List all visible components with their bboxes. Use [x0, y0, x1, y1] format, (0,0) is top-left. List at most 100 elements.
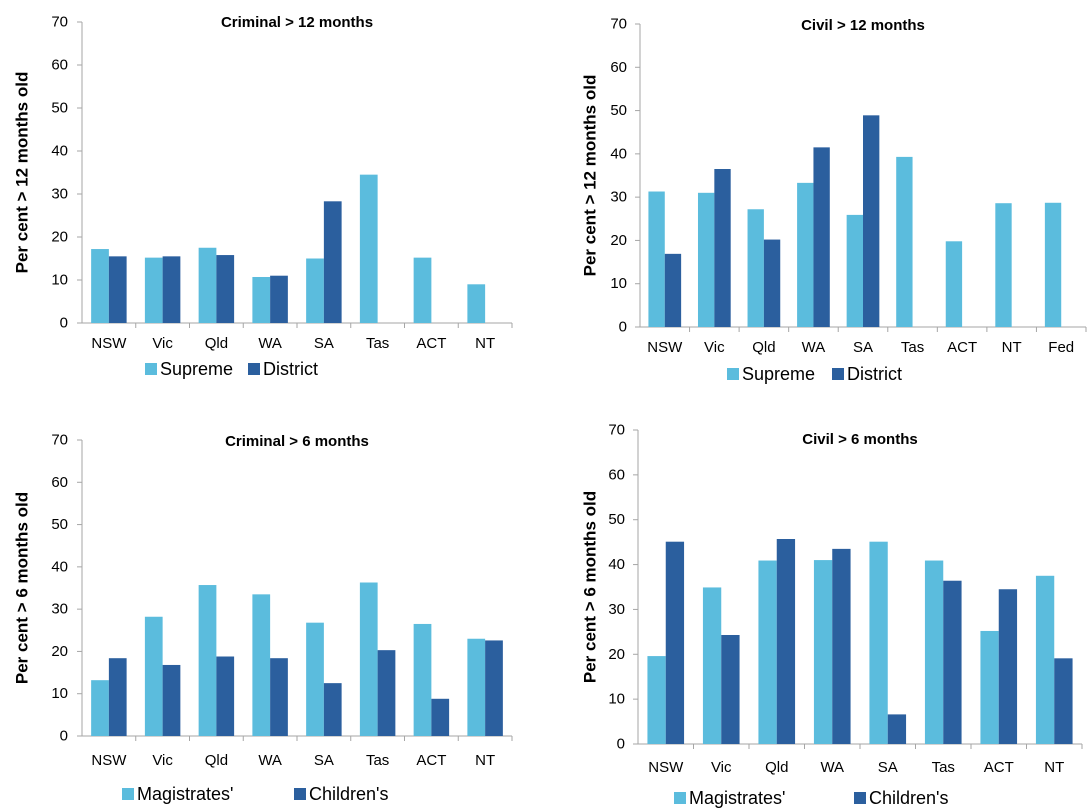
legend-swatch [832, 368, 844, 380]
chart-panel-2: Civil > 12 months Per cent > 12 months ol… [581, 16, 1087, 384]
x-tick-label: NSW [648, 759, 684, 776]
bar-district-wa [270, 275, 288, 323]
bar-supreme-fed [1044, 202, 1062, 327]
x-tick-label: NT [475, 752, 495, 769]
y-tick-label: 0 [619, 319, 627, 336]
y-tick-label: 30 [51, 601, 68, 618]
x-tick-label: Vic [152, 335, 173, 352]
x-tick-label: ACT [416, 752, 446, 769]
x-tick-label: SA [878, 759, 898, 776]
y-tick-label: 40 [608, 556, 625, 573]
y-tick-label: 0 [60, 728, 68, 745]
x-tick-label: Vic [711, 759, 732, 776]
y-tick-label: 20 [608, 646, 625, 663]
y-tick-label: 60 [51, 474, 68, 491]
legend-swatch [248, 363, 260, 375]
x-tick-label: NT [1044, 759, 1064, 776]
y-tick-label: 30 [608, 601, 625, 618]
chart-title: Civil > 12 months [801, 17, 925, 34]
legend-swatch [674, 792, 686, 804]
bar-district-wa [813, 147, 830, 327]
x-tick-label: Vic [704, 339, 725, 356]
y-tick-label: 0 [617, 736, 625, 753]
bar-childrens-wa [832, 548, 851, 744]
bar-district-nsw [108, 256, 127, 323]
x-tick-label: WA [802, 339, 826, 356]
x-tick-label: SA [853, 339, 873, 356]
y-tick-label: 40 [51, 143, 68, 160]
bar-supreme-act [945, 241, 963, 327]
legend-label: Supreme [160, 359, 233, 379]
bar-magistrates-act [980, 630, 999, 744]
y-tick-label: 30 [610, 189, 627, 206]
y-tick-label: 10 [608, 691, 625, 708]
bar-magistrates-qld [198, 585, 217, 736]
y-tick-label: 60 [608, 466, 625, 483]
bar-childrens-act [431, 698, 450, 736]
bar-supreme-qld [747, 209, 764, 327]
y-tick-label: 50 [608, 511, 625, 528]
bar-magistrates-nsw [91, 680, 109, 736]
y-tick-label: 20 [610, 232, 627, 249]
x-tick-label: NSW [91, 752, 127, 769]
legend-label: Supreme [742, 364, 815, 384]
bar-supreme-tas [896, 156, 913, 327]
y-tick-label: 60 [51, 57, 68, 74]
bar-childrens-wa [270, 658, 288, 736]
legend-swatch [854, 792, 866, 804]
y-tick-label: 40 [51, 558, 68, 575]
bar-childrens-qld [776, 539, 796, 744]
legend-label: Children's [869, 788, 948, 808]
y-tick-label: 20 [51, 643, 68, 660]
y-tick-label: 40 [610, 145, 627, 162]
y-axis-label: Per cent > 6 months old [13, 492, 32, 684]
bar-magistrates-act [413, 623, 432, 736]
bar-supreme-act [413, 257, 432, 323]
bar-magistrates-nsw [647, 656, 666, 744]
y-tick-label: 60 [610, 59, 627, 76]
bar-childrens-vic [721, 634, 740, 744]
x-tick-label: NSW [91, 335, 127, 352]
bar-supreme-sa [846, 214, 863, 327]
bar-childrens-nt [485, 640, 503, 736]
x-tick-label: WA [258, 752, 282, 769]
y-tick-label: 10 [610, 275, 627, 292]
chart-panel-1: Criminal > 12 months Per cent > 12 months… [13, 14, 513, 379]
bar-magistrates-vic [702, 587, 722, 744]
chart-panel-4: Civil > 6 months Per cent > 6 months old 0… [581, 422, 1083, 808]
bar-supreme-sa [306, 258, 324, 323]
chart-panel-3: Criminal > 6 months Per cent > 6 months o… [13, 432, 513, 804]
bar-district-sa [863, 115, 880, 327]
bar-magistrates-vic [144, 616, 163, 736]
chart-title: Civil > 6 months [802, 431, 917, 448]
bar-magistrates-sa [306, 622, 324, 736]
bar-district-qld [763, 239, 781, 327]
y-tick-label: 50 [51, 516, 68, 533]
x-tick-label: Qld [765, 759, 788, 776]
bar-supreme-qld [198, 247, 217, 323]
x-tick-label: Qld [205, 335, 228, 352]
x-tick-label: ACT [947, 339, 977, 356]
bar-magistrates-qld [758, 560, 777, 744]
bar-district-nsw [664, 253, 682, 327]
bar-district-vic [714, 169, 731, 327]
y-tick-label: 10 [51, 685, 68, 702]
bar-supreme-wa [252, 276, 271, 323]
y-tick-label: 70 [51, 432, 68, 449]
bar-supreme-nt [995, 203, 1012, 327]
bar-magistrates-nt [1035, 575, 1055, 744]
legend-label: District [847, 364, 902, 384]
bar-supreme-wa [797, 182, 814, 327]
y-tick-label: 30 [51, 186, 68, 203]
legend-label: Magistrates' [137, 784, 233, 804]
bar-supreme-nsw [648, 191, 665, 327]
bar-childrens-tas [943, 580, 962, 744]
x-tick-label: ACT [416, 335, 446, 352]
bar-district-sa [323, 201, 342, 323]
bar-supreme-vic [697, 192, 715, 327]
y-axis-label: Per cent > 12 months old [13, 72, 32, 274]
bar-childrens-nsw [108, 658, 127, 736]
bar-supreme-tas [359, 174, 378, 323]
x-tick-label: Tas [932, 759, 955, 776]
legend-label: Children's [309, 784, 388, 804]
